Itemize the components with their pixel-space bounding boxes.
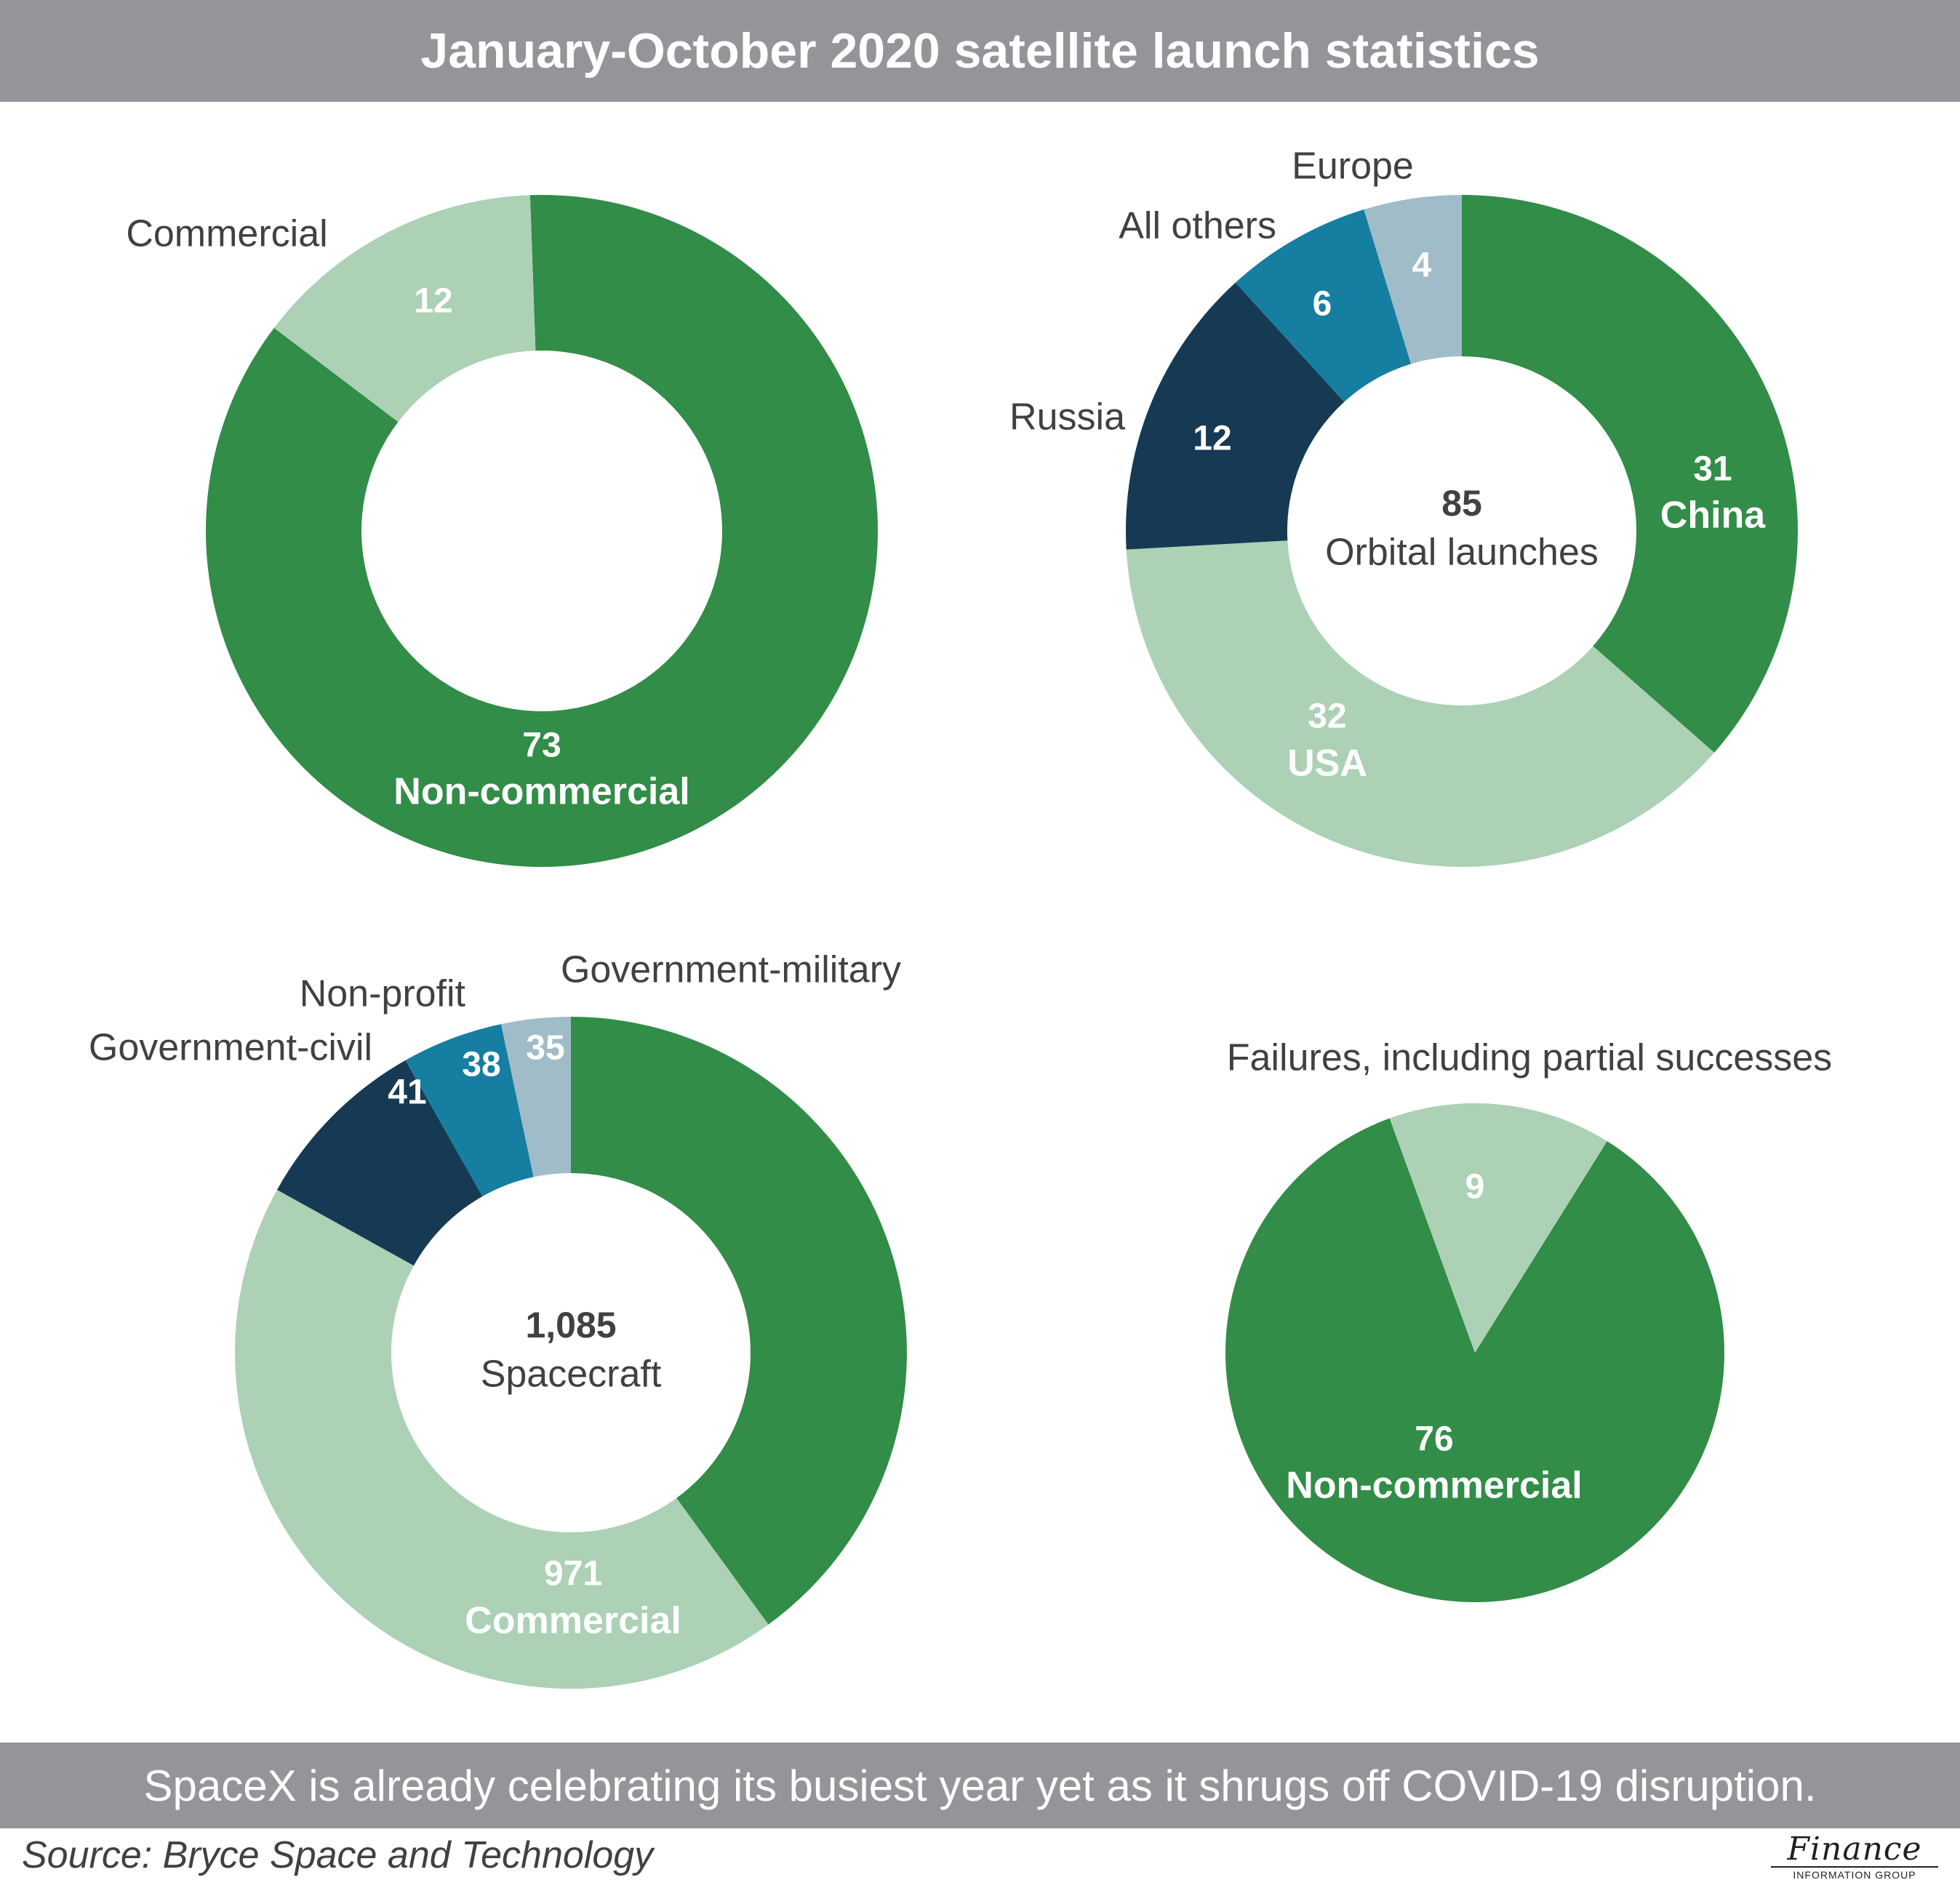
center-label: Orbital launches <box>1325 532 1599 574</box>
donut-chart-1 <box>205 195 878 867</box>
center-value: 85 <box>1441 483 1482 524</box>
slice-outside-label: Europe <box>1292 145 1414 188</box>
slice-all-others <box>1235 209 1412 402</box>
donut-chart-3 <box>234 1017 907 1689</box>
slice-outside-label: Commercial <box>126 213 327 255</box>
slice-value-label: 41 <box>388 1073 426 1112</box>
slice-outside-label: Government-civil <box>89 1027 372 1069</box>
caption-text: SpaceX is already celebrating its busies… <box>0 1743 1960 1828</box>
logo-sub: INFORMATION GROUP <box>1771 1866 1938 1882</box>
slice-inside-label: Non-commercial <box>393 771 689 813</box>
slice-inside-label: Commercial <box>465 1600 681 1642</box>
slice-value-label: 76 <box>1415 1420 1453 1459</box>
slice-commercial <box>273 195 536 423</box>
slice-value-label: 12 <box>1193 420 1231 458</box>
slice-value-label: 12 <box>414 282 452 321</box>
slice-value-label: 35 <box>526 1029 564 1068</box>
logo-main: Finance <box>1787 1831 1922 1868</box>
slice-value-label: 6 <box>1313 285 1332 324</box>
slice-government-civil <box>276 1060 483 1266</box>
slice-value-label: 9 <box>1465 1168 1485 1207</box>
slice-outside-label: Government-military <box>561 949 901 991</box>
slice-commercial <box>234 1190 769 1689</box>
slice-government-military <box>500 1017 571 1177</box>
slice-unlabeled <box>571 1017 907 1625</box>
slice-non-profit <box>405 1024 534 1197</box>
slice-outside-label: Failures, including partial successes <box>1227 1037 1832 1079</box>
chart-title: January-October 2020 satellite launch st… <box>0 0 1960 102</box>
slice-outside-label: Non-profit <box>300 973 466 1015</box>
slice-russia <box>1126 282 1345 550</box>
slice-non-commercial <box>1225 1118 1724 1603</box>
slice-outside-label: Russia <box>1009 396 1125 439</box>
slice-value-label: 38 <box>462 1046 500 1084</box>
slice-inside-label: Non-commercial <box>1286 1465 1582 1507</box>
center-label: Spacecraft <box>481 1353 662 1396</box>
source-note: Source: Bryce Space and Technology <box>22 1834 654 1876</box>
donut-chart-2 <box>1126 195 1799 867</box>
slice-value-label: 4 <box>1412 247 1432 285</box>
slice-non-commercial <box>205 195 878 867</box>
slice-value-label: 971 <box>544 1555 602 1593</box>
slice-inside-label: USA <box>1287 743 1367 785</box>
donut-chart-4 <box>1225 1103 1724 1603</box>
slice-inside-label: China <box>1660 495 1767 537</box>
finance-logo: Finance INFORMATION GROUP <box>1771 1833 1938 1882</box>
slice-outside-label: All others <box>1119 205 1276 247</box>
slice-europe <box>1364 195 1462 364</box>
slice-value-label: 31 <box>1693 450 1732 489</box>
slice-value-label: 32 <box>1308 697 1346 736</box>
center-value: 1,085 <box>525 1305 616 1345</box>
slice-failures-including-partial-successes <box>1389 1103 1607 1353</box>
slice-china <box>1462 195 1799 753</box>
slice-value-label: 73 <box>522 727 561 765</box>
slice-usa <box>1126 540 1715 867</box>
